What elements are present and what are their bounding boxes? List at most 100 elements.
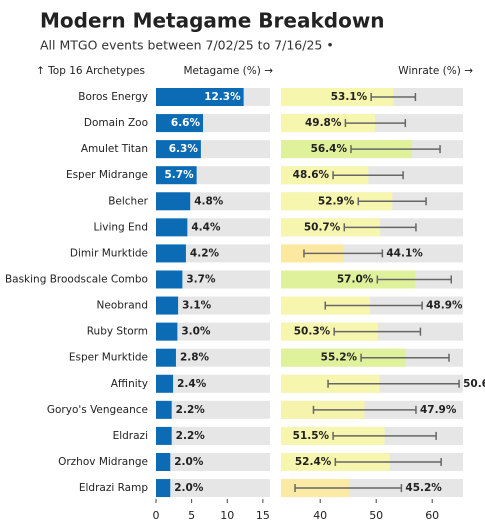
- bar-background: [156, 452, 270, 471]
- category-label: Eldrazi: [113, 430, 148, 442]
- metagame-bar: [156, 296, 179, 315]
- category-label: Belcher: [108, 195, 148, 207]
- category-label: Goryo's Vengeance: [47, 404, 148, 416]
- winrate-value-label: 50.6%: [463, 378, 485, 390]
- metagame-bar: [156, 114, 204, 133]
- error-bar: [357, 197, 427, 206]
- bar-background: [156, 296, 270, 315]
- error-bar: [350, 145, 441, 154]
- winrate-value-label: 48.6%: [293, 169, 330, 181]
- winrate-value-label: 53.1%: [331, 91, 368, 103]
- winrate-bar: [281, 192, 393, 211]
- error-bar: [332, 431, 437, 440]
- bar-background: [156, 348, 270, 367]
- error-bar: [360, 353, 450, 362]
- winrate-bar: [281, 322, 378, 341]
- metagame-bar: [156, 322, 178, 341]
- metagame-value-label: 3.0%: [181, 326, 211, 338]
- metagame-bar: [156, 218, 188, 237]
- error-bar: [332, 171, 404, 180]
- winrate-value-label: 49.8%: [305, 117, 342, 129]
- category-label: Amulet Titan: [81, 143, 148, 155]
- category-label: Dimir Murktide: [70, 247, 148, 259]
- error-bar: [303, 249, 384, 258]
- category-label: Boros Energy: [78, 91, 148, 103]
- category-label: Esper Midrange: [66, 169, 148, 181]
- metagame-bar: [156, 166, 197, 185]
- metagame-bar: [156, 479, 171, 498]
- metagame-header: Metagame (%) →: [183, 65, 273, 77]
- metagame-bar: [156, 374, 174, 393]
- category-label: Living End: [93, 221, 148, 233]
- error-bar: [327, 379, 460, 388]
- x-tick-label: 5: [188, 509, 195, 522]
- metagame-value-label: 4.2%: [190, 247, 220, 259]
- category-label: Affinity: [111, 378, 148, 390]
- metagame-bar: [156, 192, 191, 211]
- metagame-value-label: 12.3%: [204, 91, 241, 103]
- chart-subtitle: All MTGO events between 7/02/25 to 7/16/…: [40, 38, 334, 53]
- metagame-value-label: 2.4%: [177, 378, 207, 390]
- x-tick-label: 60: [425, 509, 439, 522]
- bar-background: [156, 270, 270, 289]
- winrate-value-label: 47.9%: [420, 404, 457, 416]
- error-bar: [334, 457, 442, 466]
- winrate-bar: [281, 166, 369, 185]
- metagame-bar: [156, 452, 171, 471]
- bar-background: [156, 374, 270, 393]
- metagame-value-label: 6.3%: [169, 143, 199, 155]
- metagame-value-label: 3.7%: [186, 273, 216, 285]
- winrate-value-label: 50.3%: [294, 326, 331, 338]
- winrate-bar: [281, 218, 381, 237]
- error-bar: [343, 223, 417, 232]
- category-label: Neobrand: [97, 300, 148, 312]
- metagame-bar: [156, 140, 201, 159]
- metagame-value-label: 3.1%: [182, 300, 212, 312]
- error-bar: [294, 484, 403, 493]
- x-tick-label: 15: [256, 509, 270, 522]
- error-bar: [376, 275, 452, 284]
- winrate-bar: [281, 270, 416, 289]
- error-bar: [324, 301, 423, 310]
- winrate-value-label: 52.4%: [295, 456, 332, 468]
- category-label: Eldrazi Ramp: [79, 482, 148, 494]
- winrate-header: Winrate (%) →: [398, 65, 473, 77]
- winrate-value-label: 51.5%: [293, 430, 330, 442]
- metagame-value-label: 2.2%: [176, 404, 206, 416]
- x-tick-label: 10: [220, 509, 234, 522]
- winrate-value-label: 44.1%: [386, 247, 423, 259]
- x-tick-label: 0: [153, 509, 160, 522]
- metagame-bar: [156, 426, 172, 445]
- metagame-bar: [156, 244, 186, 263]
- x-tick-label: 40: [313, 509, 327, 522]
- metagame-value-label: 4.4%: [191, 221, 221, 233]
- category-label: Esper Murktide: [69, 352, 148, 364]
- error-bar: [344, 119, 407, 128]
- winrate-value-label: 56.4%: [311, 143, 348, 155]
- metagame-bar: [156, 348, 176, 367]
- winrate-value-label: 55.2%: [321, 352, 358, 364]
- x-tick-label: 50: [369, 509, 383, 522]
- winrate-value-label: 48.9%: [426, 300, 463, 312]
- category-label: Basking Broodscale Combo: [5, 273, 148, 285]
- metagame-value-label: 2.0%: [174, 482, 204, 494]
- metagame-value-label: 6.6%: [171, 117, 201, 129]
- winrate-value-label: 50.7%: [304, 221, 341, 233]
- category-label: Domain Zoo: [84, 117, 148, 129]
- winrate-bar: [281, 88, 394, 106]
- bar-background: [156, 426, 270, 445]
- bar-background: [156, 322, 270, 341]
- winrate-bar: [281, 140, 413, 159]
- metagame-bar: [156, 88, 244, 106]
- bar-background: [156, 400, 270, 419]
- winrate-bar: [281, 114, 376, 133]
- metagame-value-label: 5.7%: [164, 169, 194, 181]
- metagame-value-label: 4.8%: [194, 195, 224, 207]
- winrate-value-label: 52.9%: [318, 195, 355, 207]
- error-bar: [333, 327, 422, 336]
- metagame-value-label: 2.0%: [174, 456, 204, 468]
- winrate-value-label: 57.0%: [337, 273, 374, 285]
- error-bar: [312, 405, 417, 414]
- winrate-value-label: 45.2%: [405, 482, 442, 494]
